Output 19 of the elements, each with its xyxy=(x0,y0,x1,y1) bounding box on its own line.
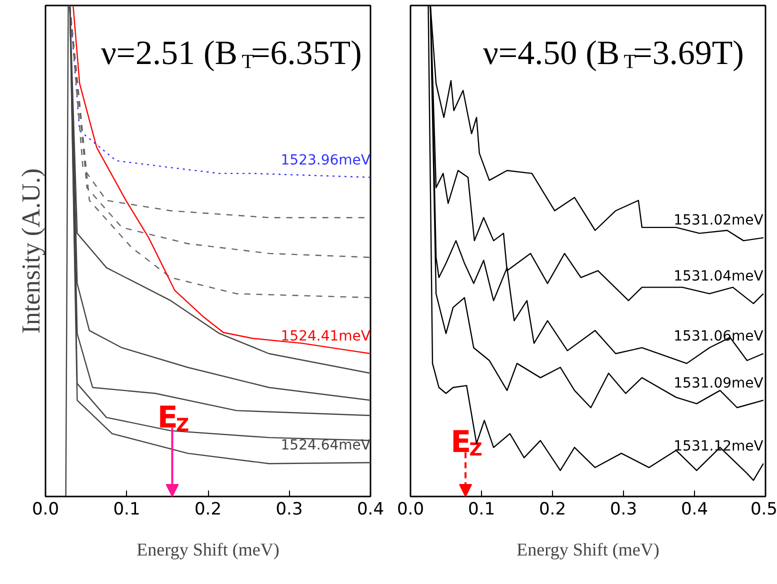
x-tick-label: 0.2 xyxy=(538,500,566,520)
series-label: 1531.02meV xyxy=(674,212,764,229)
x-axis-title: Energy Shift (meV) xyxy=(136,540,280,560)
series-label: 1531.04meV xyxy=(674,268,764,285)
y-axis-title: Intensity (A.U.) xyxy=(16,168,46,334)
x-tick-label: 0.4 xyxy=(356,500,384,520)
x-tick-label: 0.3 xyxy=(276,500,303,520)
series-label: 1531.06meV xyxy=(674,328,764,345)
x-tick-label: 0.1 xyxy=(468,500,496,520)
x-axis-title: Energy Shift (meV) xyxy=(516,540,660,560)
x-tick-label: 0.2 xyxy=(194,500,222,520)
x-tick-label: 0.0 xyxy=(32,500,60,520)
series-label: 1531.12meV xyxy=(674,438,764,455)
x-tick-label: 0.5 xyxy=(750,500,777,520)
x-tick-label: 0.0 xyxy=(396,500,424,520)
x-tick-label: 0.1 xyxy=(113,500,140,520)
series-label: 1531.09meV xyxy=(674,375,764,392)
x-tick-label: 0.3 xyxy=(610,500,638,520)
x-tick-label: 0.4 xyxy=(680,500,708,520)
